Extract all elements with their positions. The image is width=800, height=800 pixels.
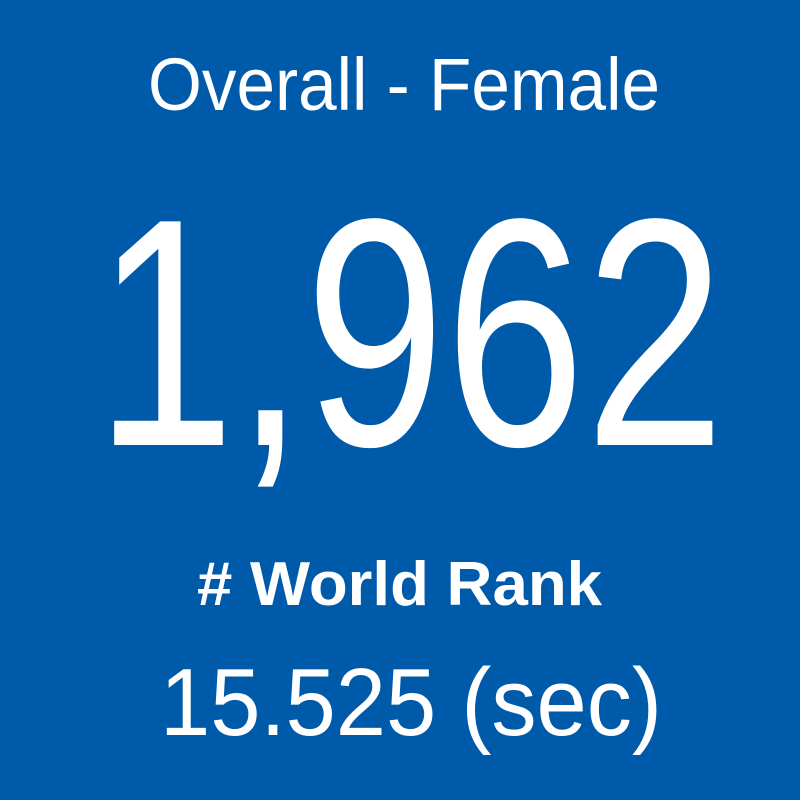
tile-label: # World Rank [197,550,603,619]
tile-time: 15.525 (sec) [160,649,662,756]
tile-value: 1,962 [95,151,725,514]
tile-title: Overall - Female [148,43,660,126]
